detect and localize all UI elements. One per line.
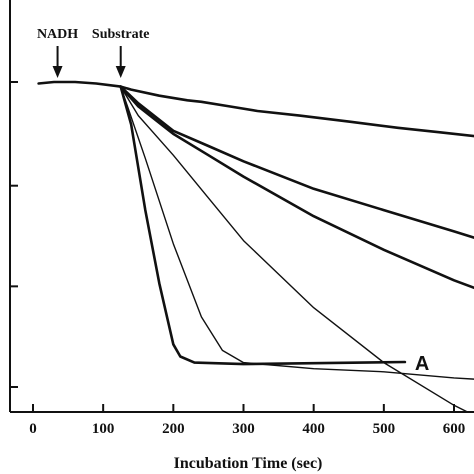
annotation-1: Substrate bbox=[92, 27, 150, 42]
annotation-arrow-head-0 bbox=[52, 66, 63, 78]
x-tick-label-3: 300 bbox=[232, 421, 255, 437]
series-line-4 bbox=[119, 85, 474, 380]
x-tick-label-0: 0 bbox=[29, 421, 37, 437]
annotation-arrow-head-1 bbox=[115, 66, 126, 78]
x-tick-label-6: 600 bbox=[443, 421, 466, 437]
series-line-2 bbox=[119, 85, 474, 290]
series-line-3 bbox=[119, 85, 470, 412]
series-lines bbox=[37, 80, 474, 412]
x-tick-label-4: 400 bbox=[302, 421, 325, 437]
annotation-0: NADH bbox=[37, 27, 78, 42]
series-line-5 bbox=[119, 85, 407, 366]
series-line-0 bbox=[37, 80, 474, 138]
series-label-5: A bbox=[415, 353, 429, 375]
annotations: A NADH Substrate bbox=[37, 27, 429, 375]
x-tick-label-1: 100 bbox=[92, 421, 115, 437]
series-line-1 bbox=[119, 85, 474, 239]
x-tick-label-2: 200 bbox=[162, 421, 185, 437]
y-ticks bbox=[10, 81, 18, 388]
x-axis-title: Incubation Time (sec) bbox=[174, 455, 323, 472]
x-ticks: 0 100 200 300 400 500 600 bbox=[29, 404, 465, 437]
x-tick-label-5: 500 bbox=[373, 421, 396, 437]
